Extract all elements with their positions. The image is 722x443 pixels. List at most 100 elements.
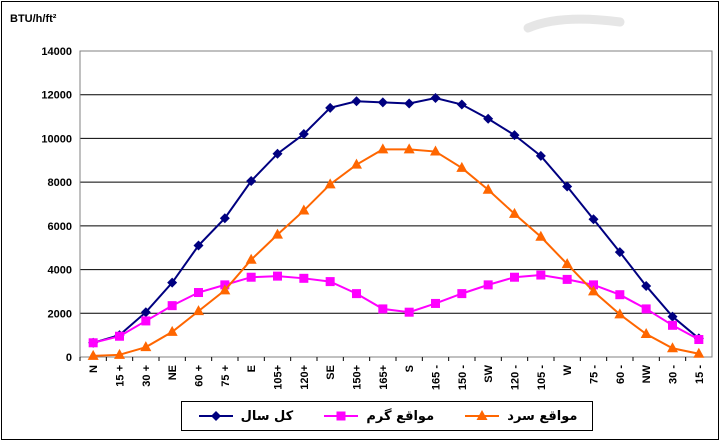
x-tick-label: 120+ — [299, 365, 311, 390]
data-point — [561, 258, 573, 269]
data-point — [352, 289, 361, 299]
data-point — [246, 272, 256, 282]
data-point — [615, 290, 625, 300]
data-point — [404, 98, 415, 109]
data-point — [535, 150, 546, 161]
data-point — [430, 145, 441, 156]
y-tick-label: 2000 — [48, 308, 72, 320]
data-point — [351, 96, 362, 107]
data-point — [509, 207, 520, 218]
data-point — [299, 273, 309, 283]
data-point — [87, 349, 99, 360]
data-point — [562, 274, 572, 284]
data-point — [562, 181, 573, 192]
data-point — [614, 247, 625, 258]
series-line — [92, 96, 700, 344]
data-point — [193, 240, 204, 251]
data-point — [194, 288, 203, 298]
data-point — [115, 331, 124, 341]
x-tick-label: 15 + — [115, 365, 127, 387]
data-point — [166, 325, 178, 336]
x-tick-label: SE — [325, 365, 337, 380]
data-point — [482, 183, 494, 194]
grid-lines — [80, 50, 712, 314]
data-point — [509, 130, 520, 141]
data-point — [404, 307, 414, 317]
data-point — [141, 316, 151, 326]
series-3 — [87, 143, 705, 360]
y-tick-label: 14000 — [41, 46, 72, 58]
x-tick-label: 165 - — [431, 365, 443, 390]
data-point — [483, 113, 494, 124]
data-point — [430, 92, 441, 103]
data-point — [693, 347, 705, 358]
data-point — [272, 148, 283, 159]
legend-item: مواقع گرم — [322, 409, 434, 424]
data-point — [167, 301, 177, 311]
data-point — [377, 97, 388, 108]
x-tick-label: N — [88, 365, 100, 373]
data-point — [324, 178, 336, 189]
x-tick-label: 30 + — [141, 365, 153, 387]
x-tick-label: 165+ — [378, 365, 390, 390]
data-point — [588, 285, 599, 296]
data-point — [588, 214, 599, 225]
data-point — [456, 161, 468, 172]
series-2 — [88, 270, 704, 348]
x-tick-label: 60 - — [615, 365, 627, 384]
data-point — [246, 176, 257, 187]
data-point — [641, 304, 651, 314]
legend: کل سال مواقع گرم مواقع سرد — [181, 401, 593, 431]
legend-swatch — [465, 410, 500, 420]
x-tick-label: 105 - — [536, 365, 548, 390]
data-point — [456, 99, 467, 110]
data-point — [273, 271, 282, 281]
watermark-logo — [523, 14, 625, 33]
data-point — [298, 129, 309, 140]
y-tick-label: 8000 — [48, 177, 72, 189]
series-line — [92, 274, 700, 344]
data-point — [114, 348, 125, 359]
x-tick-label: W — [562, 364, 574, 375]
data-point — [88, 338, 98, 348]
x-tick-label: 60 + — [194, 365, 206, 387]
data-point — [193, 305, 204, 316]
data-point — [641, 280, 652, 291]
y-tick-label: 0 — [66, 352, 72, 364]
legend-swatch — [198, 411, 233, 421]
x-tick-label: 75 - — [589, 365, 601, 384]
x-tick-label: 150+ — [352, 365, 364, 390]
legend-swatch — [324, 411, 359, 421]
x-tick-label: 75 + — [220, 365, 232, 387]
legend-item: کل سال — [197, 409, 293, 424]
data-point — [431, 298, 440, 308]
data-point — [640, 328, 652, 339]
y-tick-label: 6000 — [48, 221, 72, 233]
data-point — [403, 143, 415, 154]
x-tick-label: E — [246, 365, 258, 372]
data-point — [535, 230, 547, 241]
y-axis-label: BTU/h/ft² — [10, 13, 57, 25]
x-tick-label: 30 - — [668, 365, 680, 384]
data-point — [298, 204, 310, 215]
y-axis-ticks: 0 2000 4000 6000 8000 10000 12000 14000 — [41, 46, 72, 364]
data-point — [377, 143, 389, 154]
x-tick-label: NW — [641, 364, 653, 383]
series-line — [93, 148, 700, 357]
y-tick-label: 4000 — [48, 265, 72, 277]
data-point — [325, 277, 335, 287]
data-point — [245, 253, 257, 264]
series-layer — [87, 92, 705, 360]
data-point — [140, 307, 151, 318]
legend-label: مواقع سرد — [507, 408, 578, 424]
data-point — [272, 228, 283, 239]
data-point — [140, 341, 152, 352]
data-point — [167, 277, 178, 288]
data-point — [667, 311, 678, 322]
data-point — [351, 158, 362, 169]
data-point — [219, 213, 230, 224]
data-point — [536, 270, 546, 280]
legend-item: مواقع سرد — [463, 409, 577, 424]
data-point — [694, 335, 704, 345]
